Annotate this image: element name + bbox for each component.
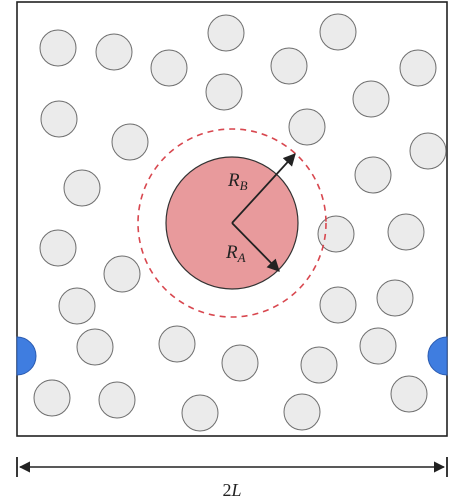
- wall-particle-right: [427, 336, 448, 376]
- particle: [158, 325, 196, 363]
- particle: [387, 213, 425, 251]
- particle: [409, 132, 447, 170]
- particle: [319, 13, 357, 51]
- particle: [288, 108, 326, 146]
- particle: [76, 328, 114, 366]
- particle: [40, 100, 78, 138]
- cutoff-circle-dashed: [137, 128, 327, 318]
- radius-b-label: RB: [227, 170, 248, 193]
- particle: [39, 229, 77, 267]
- particle: [399, 49, 437, 87]
- particle: [98, 381, 136, 419]
- particle: [205, 73, 243, 111]
- particle: [354, 156, 392, 194]
- particle: [317, 215, 355, 253]
- wall-particle-left: [16, 336, 37, 376]
- particle-group: [33, 13, 447, 432]
- particle: [207, 14, 245, 52]
- particle: [95, 33, 133, 71]
- particle: [63, 169, 101, 207]
- particle: [103, 255, 141, 293]
- particle: [221, 344, 259, 382]
- radius-a-label: RA: [225, 242, 246, 265]
- wall-particle-group: [16, 336, 448, 376]
- particle: [33, 379, 71, 417]
- particle: [390, 375, 428, 413]
- particle: [150, 49, 188, 87]
- radius-b-arrow: [231, 153, 296, 224]
- particle: [352, 80, 390, 118]
- particle: [181, 394, 219, 432]
- particle: [319, 286, 357, 324]
- box-width-label: 2L: [222, 480, 241, 500]
- particle: [58, 287, 96, 325]
- particle: [111, 123, 149, 161]
- particle: [300, 346, 338, 384]
- radius-a-arrow: [231, 222, 280, 272]
- particle: [359, 327, 397, 365]
- particle: [376, 279, 414, 317]
- particle: [39, 29, 77, 67]
- particle: [270, 47, 308, 85]
- particle: [283, 393, 321, 431]
